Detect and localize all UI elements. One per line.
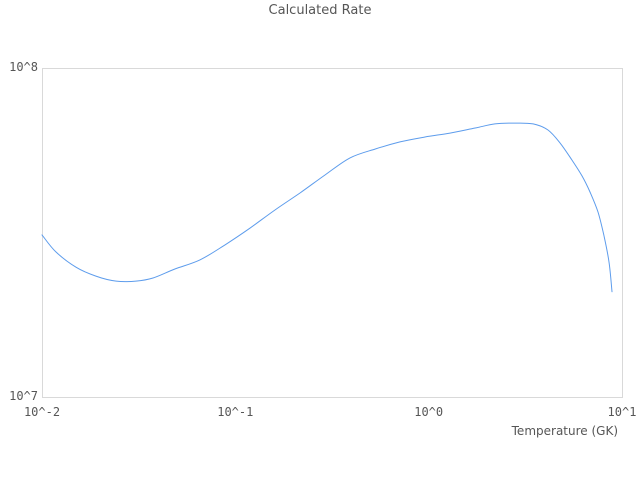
plot-frame [42, 68, 623, 398]
x-tick-label: 10^-2 [23, 405, 61, 419]
chart-title: Calculated Rate [268, 3, 372, 18]
y-tick-label: 10^8 [9, 60, 38, 74]
x-tick-label: 10^1 [607, 405, 637, 419]
x-tick-label: 10^0 [414, 405, 444, 419]
x-axis-label: Temperature (GK) [511, 424, 618, 438]
x-tick-label: 10^-1 [217, 405, 254, 419]
y-tick-label: 10^7 [9, 389, 38, 403]
rate-curve-line [41, 122, 613, 293]
